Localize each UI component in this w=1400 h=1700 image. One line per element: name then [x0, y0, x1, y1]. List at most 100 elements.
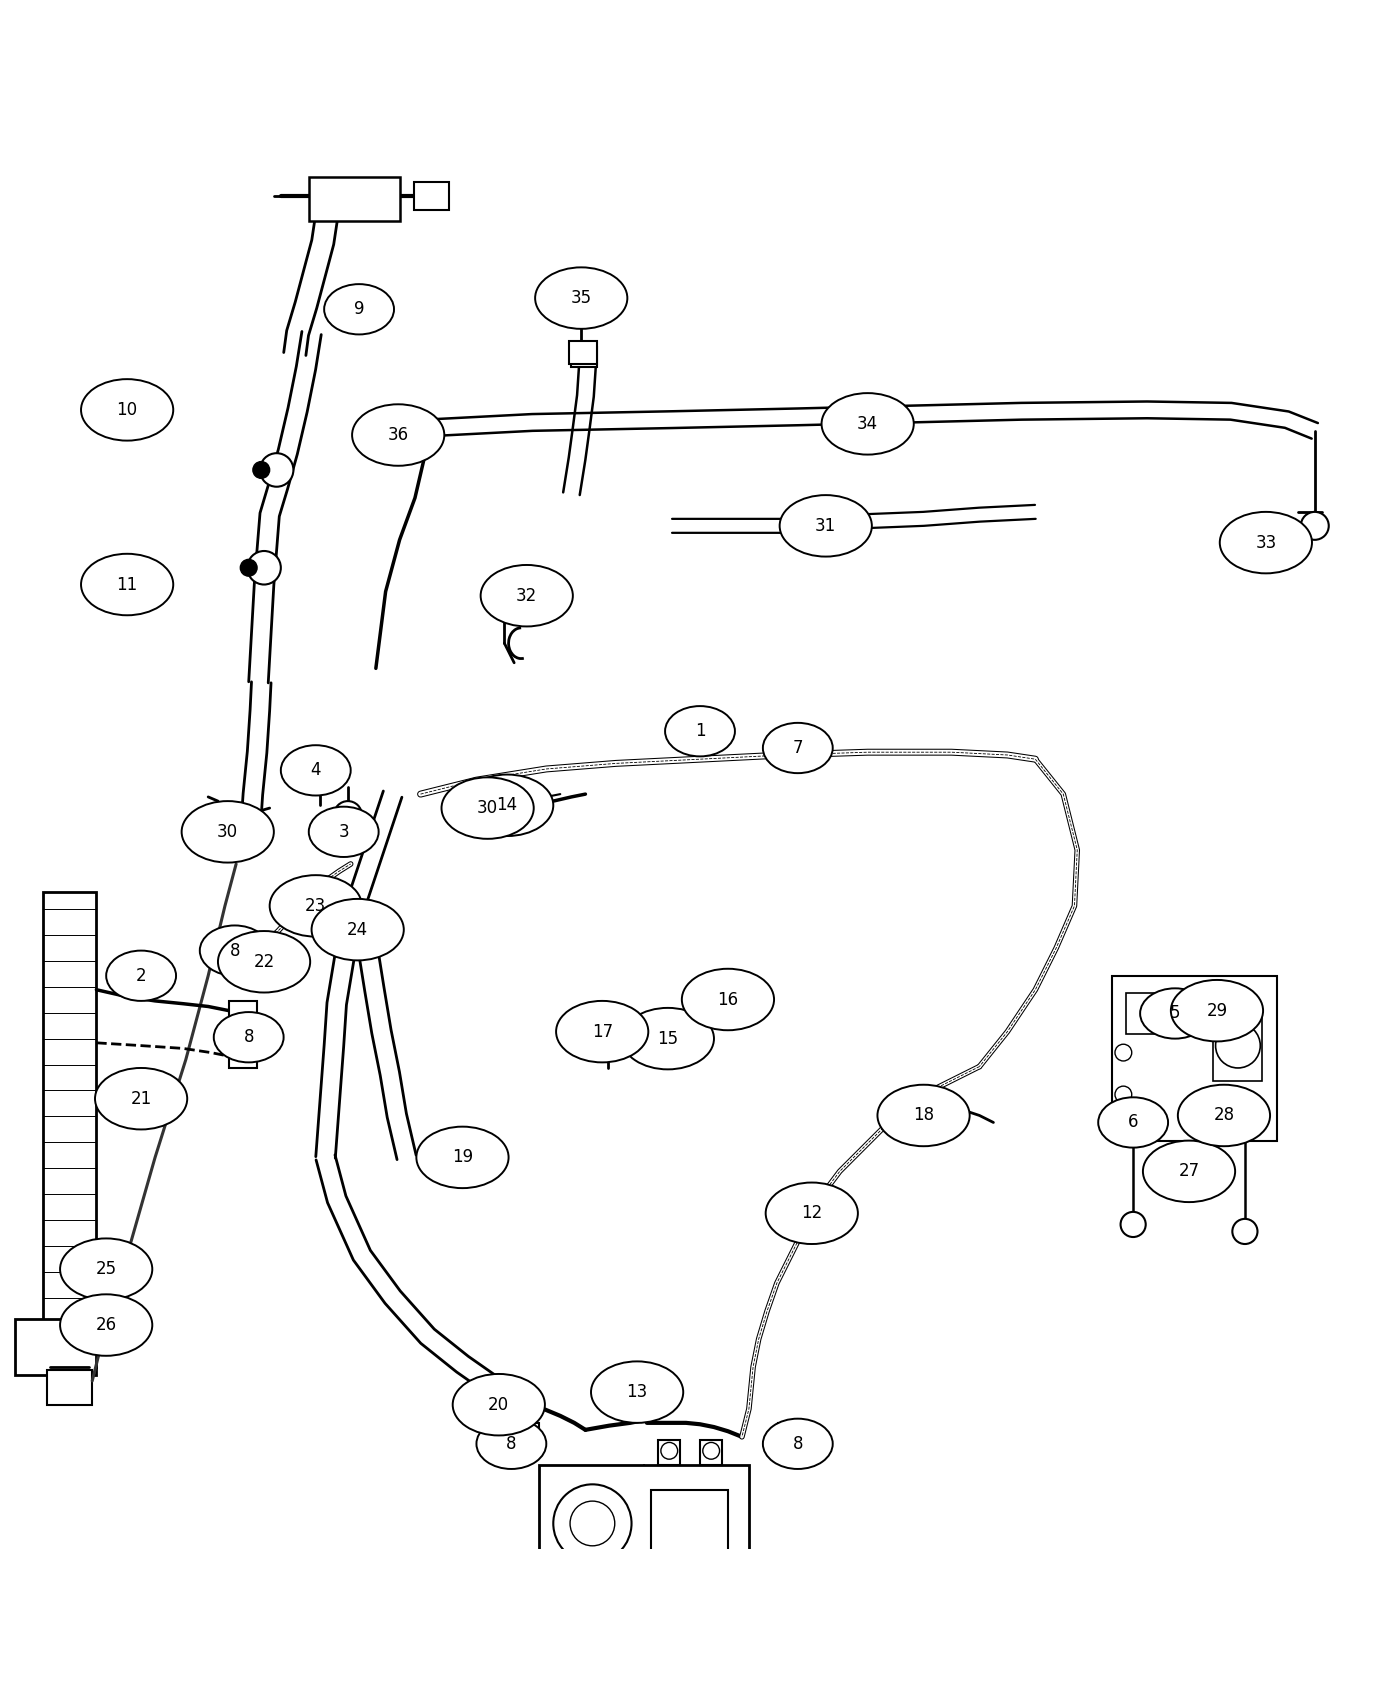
- Text: 10: 10: [116, 401, 137, 418]
- Text: 13: 13: [627, 1384, 648, 1401]
- Bar: [309, 177, 399, 221]
- Bar: [468, 790, 524, 824]
- Ellipse shape: [1219, 512, 1312, 573]
- Text: 3: 3: [339, 823, 349, 842]
- Bar: [571, 347, 596, 367]
- Circle shape: [497, 787, 525, 814]
- Text: 33: 33: [1256, 534, 1277, 551]
- Ellipse shape: [441, 777, 533, 838]
- Text: 35: 35: [571, 289, 592, 308]
- Bar: [778, 1423, 812, 1445]
- Ellipse shape: [1140, 988, 1210, 1039]
- Text: 8: 8: [507, 1435, 517, 1454]
- Circle shape: [1232, 1219, 1257, 1244]
- Text: 20: 20: [489, 1396, 510, 1414]
- Circle shape: [1114, 1086, 1131, 1103]
- Bar: [651, 1489, 728, 1552]
- Bar: [700, 1440, 722, 1465]
- Bar: [43, 892, 97, 1367]
- Text: 32: 32: [517, 586, 538, 605]
- Text: 19: 19: [452, 1149, 473, 1166]
- Ellipse shape: [1098, 1096, 1168, 1148]
- Ellipse shape: [60, 1238, 153, 1300]
- Ellipse shape: [452, 1374, 545, 1435]
- Text: 36: 36: [388, 427, 409, 444]
- Ellipse shape: [95, 1068, 188, 1129]
- Bar: [505, 1423, 539, 1445]
- Text: 23: 23: [305, 898, 326, 915]
- Ellipse shape: [351, 405, 444, 466]
- Circle shape: [497, 1387, 525, 1416]
- Ellipse shape: [476, 1420, 546, 1469]
- Ellipse shape: [535, 267, 627, 328]
- Ellipse shape: [81, 379, 174, 440]
- Circle shape: [734, 1557, 750, 1574]
- Ellipse shape: [591, 1362, 683, 1423]
- Bar: [307, 760, 337, 782]
- Ellipse shape: [1177, 1085, 1270, 1146]
- Bar: [658, 1440, 680, 1465]
- Circle shape: [570, 1501, 615, 1545]
- Text: 22: 22: [253, 952, 274, 971]
- Bar: [591, 1020, 626, 1046]
- Text: 12: 12: [801, 1204, 822, 1222]
- Text: 8: 8: [792, 1435, 804, 1454]
- Ellipse shape: [281, 745, 350, 796]
- Ellipse shape: [1170, 979, 1263, 1042]
- Circle shape: [253, 462, 270, 478]
- Circle shape: [699, 1557, 715, 1574]
- Circle shape: [703, 1442, 720, 1459]
- Circle shape: [553, 1484, 631, 1562]
- Bar: [214, 819, 256, 850]
- Text: 30: 30: [217, 823, 238, 842]
- Bar: [620, 1380, 662, 1411]
- Ellipse shape: [556, 1001, 648, 1062]
- Circle shape: [664, 1557, 680, 1574]
- Text: 2: 2: [136, 967, 147, 984]
- Ellipse shape: [622, 1008, 714, 1069]
- Text: 11: 11: [116, 576, 137, 593]
- Circle shape: [248, 551, 281, 585]
- Circle shape: [731, 979, 753, 1001]
- Bar: [230, 933, 263, 955]
- Bar: [48, 1370, 92, 1404]
- Circle shape: [241, 559, 258, 576]
- Circle shape: [496, 1396, 507, 1408]
- Circle shape: [1301, 512, 1329, 541]
- Text: 4: 4: [311, 762, 321, 779]
- Bar: [1112, 976, 1277, 1141]
- Ellipse shape: [682, 969, 774, 1030]
- Text: 26: 26: [95, 1316, 116, 1334]
- Circle shape: [920, 1090, 942, 1114]
- Text: 31: 31: [815, 517, 836, 536]
- Ellipse shape: [325, 284, 393, 335]
- Circle shape: [630, 1391, 644, 1404]
- Bar: [539, 1465, 749, 1576]
- Text: 8: 8: [244, 1028, 253, 1046]
- Text: 5: 5: [1170, 1005, 1180, 1022]
- Ellipse shape: [878, 1085, 970, 1146]
- Text: 21: 21: [130, 1090, 151, 1108]
- Ellipse shape: [182, 801, 274, 862]
- Ellipse shape: [214, 1012, 284, 1062]
- Ellipse shape: [766, 1183, 858, 1244]
- Circle shape: [661, 1442, 678, 1459]
- Text: 30: 30: [477, 799, 498, 818]
- Circle shape: [1215, 1023, 1260, 1068]
- Ellipse shape: [665, 706, 735, 756]
- Bar: [568, 342, 596, 364]
- Text: 7: 7: [792, 740, 804, 756]
- Ellipse shape: [312, 899, 403, 960]
- Ellipse shape: [822, 393, 914, 454]
- Circle shape: [675, 1010, 697, 1032]
- Circle shape: [647, 1391, 661, 1404]
- Ellipse shape: [81, 554, 174, 615]
- Ellipse shape: [780, 495, 872, 556]
- Text: 14: 14: [497, 796, 518, 814]
- Text: 6: 6: [1128, 1114, 1138, 1132]
- Ellipse shape: [200, 925, 270, 976]
- Text: 18: 18: [913, 1107, 934, 1124]
- Ellipse shape: [270, 876, 361, 937]
- Bar: [244, 1023, 277, 1046]
- Text: 25: 25: [95, 1260, 116, 1278]
